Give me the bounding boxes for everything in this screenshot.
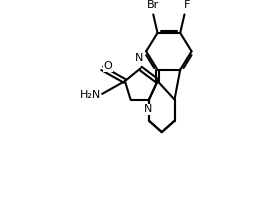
Text: N: N xyxy=(135,54,144,63)
Text: N: N xyxy=(144,104,152,115)
Text: H₂N: H₂N xyxy=(79,90,101,100)
Text: Br: Br xyxy=(147,0,159,10)
Text: O: O xyxy=(103,61,112,71)
Text: F: F xyxy=(184,0,191,10)
